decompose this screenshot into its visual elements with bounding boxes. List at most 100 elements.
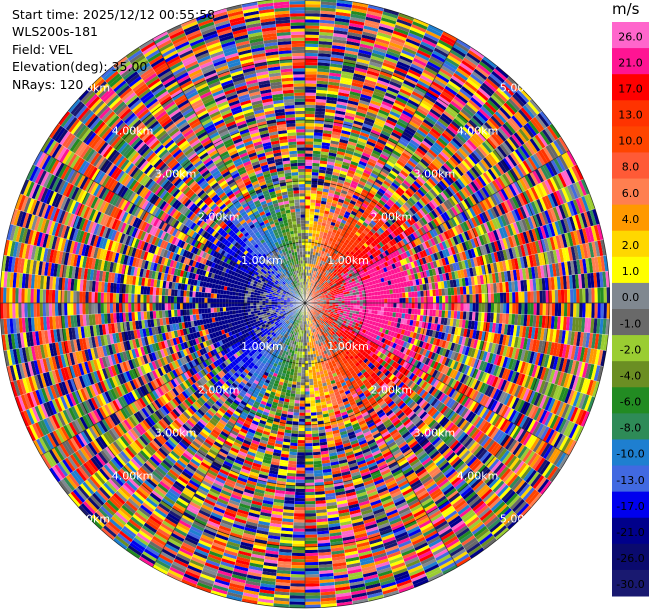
velocity-gate — [436, 98, 449, 109]
velocity-gate — [320, 200, 327, 205]
velocity-gate — [344, 49, 359, 56]
velocity-gate — [341, 129, 351, 136]
velocity-gate — [479, 84, 493, 97]
velocity-gate — [331, 177, 339, 183]
velocity-gate — [339, 135, 350, 141]
velocity-gate — [378, 156, 388, 164]
velocity-gate — [385, 201, 393, 208]
velocity-gate — [406, 101, 418, 111]
velocity-gate — [308, 282, 311, 286]
velocity-gate — [348, 202, 355, 208]
velocity-gate — [432, 303, 437, 310]
velocity-gate — [435, 288, 440, 297]
velocity-gate — [414, 55, 429, 64]
velocity-gate — [410, 93, 423, 103]
velocity-gate — [391, 149, 402, 158]
velocity-gate — [338, 86, 351, 92]
velocity-gate — [554, 289, 559, 303]
velocity-gate — [416, 107, 428, 117]
velocity-gate — [325, 201, 332, 206]
velocity-gate — [370, 186, 379, 194]
velocity-gate — [372, 123, 384, 131]
velocity-gate — [356, 166, 365, 173]
velocity-gate — [542, 303, 546, 316]
velocity-gate — [333, 272, 337, 277]
velocity-gate — [450, 287, 455, 296]
velocity-gate — [344, 112, 356, 118]
velocity-gate — [421, 140, 432, 149]
velocity-gate — [420, 290, 424, 297]
velocity-gate — [328, 189, 335, 194]
velocity-gate — [381, 298, 385, 303]
velocity-gate — [349, 213, 356, 219]
velocity-gate — [351, 4, 368, 11]
velocity-gate — [368, 203, 375, 210]
velocity-gate — [469, 303, 473, 312]
velocity-gate — [360, 93, 372, 100]
velocity-gate — [305, 52, 319, 57]
velocity-gate — [318, 169, 326, 174]
velocity-gate — [524, 303, 528, 315]
velocity-gate — [431, 52, 446, 63]
velocity-gate — [365, 73, 379, 80]
velocity-gate — [407, 141, 418, 151]
velocity-gate — [316, 80, 329, 85]
velocity-gate — [305, 123, 315, 127]
velocity-gate — [372, 91, 385, 98]
velocity-gate — [466, 52, 481, 64]
velocity-gate — [395, 288, 400, 294]
velocity-gate — [330, 234, 335, 239]
velocity-gate — [321, 274, 325, 279]
velocity-gate — [403, 164, 413, 173]
velocity-gate — [432, 125, 444, 135]
velocity-gate — [358, 241, 364, 247]
velocity-gate — [423, 296, 427, 303]
velocity-gate — [368, 105, 380, 113]
velocity-gate — [413, 180, 422, 189]
velocity-gate — [394, 99, 407, 108]
velocity-gate — [362, 303, 367, 307]
velocity-gate — [331, 202, 338, 208]
velocity-gate — [312, 290, 315, 294]
velocity-gate — [386, 116, 398, 124]
velocity-gate — [328, 272, 332, 276]
velocity-gate — [319, 31, 334, 37]
velocity-gate — [352, 155, 361, 161]
velocity-gate — [305, 147, 314, 151]
velocity-gate — [433, 78, 447, 89]
velocity-gate — [359, 157, 369, 164]
velocity-gate — [390, 36, 406, 44]
velocity-gate — [336, 101, 348, 107]
velocity-gate — [554, 303, 559, 317]
velocity-gate — [311, 175, 319, 179]
velocity-gate — [370, 97, 383, 104]
velocity-gate — [582, 288, 586, 303]
velocity-gate — [340, 132, 350, 139]
velocity-gate — [364, 183, 373, 190]
velocity-gate — [414, 308, 418, 315]
velocity-gate — [379, 23, 395, 31]
velocity-gate — [311, 257, 315, 262]
velocity-gate — [354, 67, 368, 74]
velocity-gate — [594, 303, 598, 319]
velocity-gate — [356, 236, 363, 242]
velocity-gate — [329, 146, 338, 151]
velocity-gate — [358, 180, 366, 187]
velocity-gate — [411, 23, 427, 33]
velocity-gate — [360, 128, 371, 135]
velocity-gate — [459, 62, 474, 74]
velocity-gate — [366, 194, 374, 201]
velocity-gate — [326, 263, 330, 268]
velocity-gate — [394, 177, 403, 185]
velocity-gate — [314, 277, 318, 282]
velocity-gate — [419, 123, 431, 133]
velocity-gate — [460, 303, 464, 312]
velocity-gate — [352, 194, 359, 200]
velocity-gate — [350, 210, 357, 216]
velocity-gate — [390, 152, 400, 160]
velocity-gate — [380, 103, 392, 111]
velocity-gate — [475, 303, 479, 313]
velocity-gate — [424, 66, 438, 76]
velocity-gate — [342, 216, 348, 222]
velocity-gate — [328, 152, 337, 157]
